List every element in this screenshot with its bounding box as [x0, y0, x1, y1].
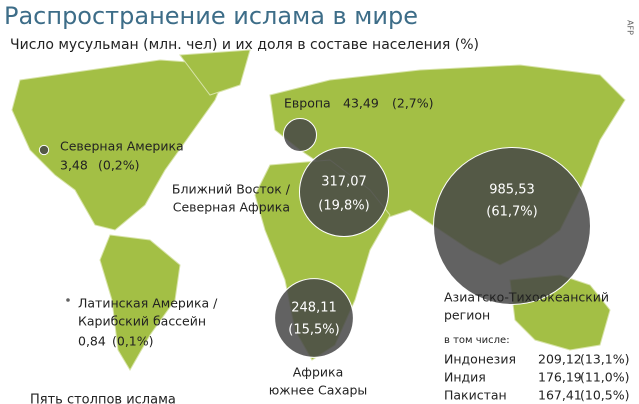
region-share: (0,1%) [112, 334, 154, 349]
region-bubble [274, 278, 354, 358]
region-share: (0,2%) [98, 158, 140, 173]
country-value: 167,41 [538, 388, 582, 403]
region-name: Ближний Восток / [172, 182, 291, 197]
region-name: Азиатско-Тихоокеанский [444, 290, 609, 305]
title: Распространение ислама в мире [4, 2, 418, 30]
country-name: Индонезия [444, 352, 516, 367]
region-value: 317,07 [321, 175, 367, 190]
region-bubble [433, 147, 591, 305]
region-name: Северная Америка [60, 139, 184, 154]
region-share: (61,7%) [486, 205, 537, 220]
bubbles [38, 118, 591, 358]
region-value: 248,11 [291, 301, 337, 316]
region-bubble [65, 297, 71, 303]
country-share: (13,1%) [580, 352, 629, 367]
labels: Европа 43,49 (2,7%) Северная Америка 3,48 (0,… [60, 96, 629, 403]
country-name: Пакистан [444, 388, 507, 403]
region-name: Африка [293, 365, 344, 380]
country-value: 176,19 [538, 370, 582, 385]
region-value: 3,48 [60, 158, 88, 173]
region-share: (2,7%) [392, 96, 434, 111]
credit: AFP [626, 20, 635, 35]
region-bubble [38, 144, 50, 156]
region-name: южнее Сахары [269, 383, 368, 398]
region-value: 985,53 [489, 183, 535, 198]
breakdown-heading: в том числе: [444, 335, 510, 346]
footer: Пять столпов ислама [30, 393, 176, 404]
region-name: регион [444, 308, 490, 323]
country-value: 209,12 [538, 352, 582, 367]
region-name: Северная Африка [173, 200, 290, 215]
country-name: Индия [444, 370, 486, 385]
region-name: Латинская Америка / [78, 296, 218, 311]
region-name: Европа [284, 96, 331, 111]
region-share: (19,8%) [318, 199, 369, 214]
region-bubble [298, 146, 390, 238]
region-value: 0,84 [78, 334, 106, 349]
region-name: Карибский бассейн [78, 314, 206, 329]
region-share: (15,5%) [288, 323, 339, 338]
country-share: (11,0%) [580, 370, 629, 385]
region-bubble [283, 118, 317, 152]
country-share: (10,5%) [580, 388, 629, 403]
region-value: 43,49 [343, 96, 379, 111]
subtitle: Число мусульман (млн. чел) и их доля в с… [10, 37, 479, 53]
